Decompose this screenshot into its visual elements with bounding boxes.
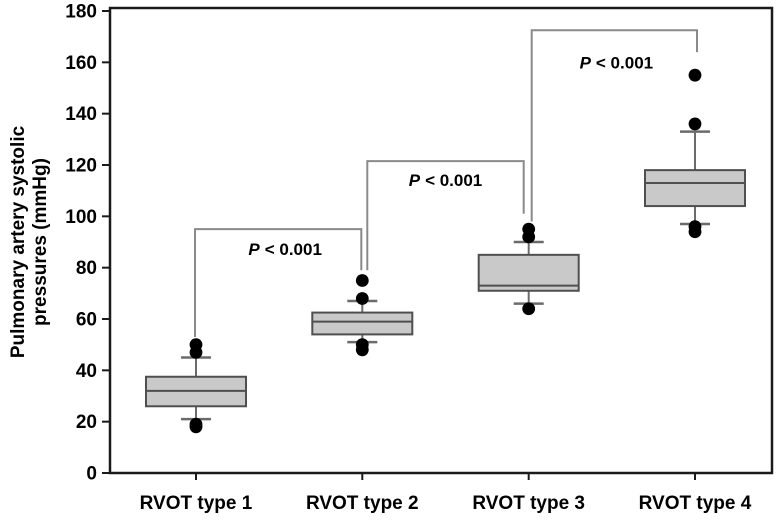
iqr-box bbox=[311, 311, 414, 336]
outlier-dot bbox=[189, 420, 203, 434]
y-axis-tick-label: 0 bbox=[86, 464, 97, 485]
y-axis-title-line1: Pulmonary artery systolic bbox=[8, 125, 29, 358]
p-value-label: P < 0.001 bbox=[409, 171, 483, 190]
p-value-label: P < 0.001 bbox=[580, 53, 654, 72]
p-value-label-value: < 0.001 bbox=[596, 53, 653, 72]
outlier-dot bbox=[688, 117, 702, 131]
y-axis-tick-label: 40 bbox=[76, 361, 97, 382]
p-value-label-symbol: P bbox=[409, 171, 421, 190]
x-axis-tick-label: RVOT type 1 bbox=[140, 493, 253, 514]
y-axis-tick-label: 80 bbox=[76, 258, 97, 279]
x-axis-tick-label: RVOT type 3 bbox=[472, 493, 585, 514]
p-value-label-symbol: P bbox=[580, 53, 592, 72]
outlier-dot bbox=[189, 345, 203, 359]
outlier-dot bbox=[355, 292, 369, 305]
box-group-rvot-type-4 bbox=[644, 68, 746, 239]
outlier-dot bbox=[355, 274, 369, 287]
y-axis-tick-label: 20 bbox=[76, 412, 97, 433]
box-group-rvot-type-3 bbox=[477, 222, 580, 316]
significance-bracket bbox=[530, 29, 698, 222]
plot-frame bbox=[108, 6, 774, 475]
box-group-rvot-type-1 bbox=[145, 338, 247, 434]
x-axis-tick-label: RVOT type 4 bbox=[639, 493, 752, 514]
y-axis-tick-label: 180 bbox=[65, 2, 97, 23]
outlier-dot bbox=[522, 302, 536, 316]
y-axis-tick-label: 120 bbox=[65, 156, 97, 177]
box-group-rvot-type-2 bbox=[311, 274, 414, 357]
outlier-dot bbox=[688, 68, 702, 82]
y-axis-title-line2: pressures (mmHg) bbox=[30, 158, 51, 326]
significance-bracket bbox=[194, 228, 363, 337]
outlier-dot bbox=[522, 230, 536, 244]
y-axis-tick-label: 140 bbox=[65, 104, 97, 125]
outlier-dot bbox=[688, 225, 702, 239]
y-axis-tick-label: 60 bbox=[76, 310, 97, 331]
p-value-label-value: < 0.001 bbox=[425, 171, 482, 190]
y-axis-tick-label: 100 bbox=[65, 207, 97, 228]
x-axis-tick-label: RVOT type 2 bbox=[306, 493, 419, 514]
outlier-dot bbox=[355, 343, 369, 357]
iqr-box bbox=[644, 169, 746, 208]
significance-bracket bbox=[366, 160, 525, 271]
p-value-label-symbol: P bbox=[248, 240, 260, 259]
p-value-label: P < 0.001 bbox=[248, 240, 322, 259]
y-axis-tick-label: 160 bbox=[65, 53, 97, 74]
p-value-label-value: < 0.001 bbox=[265, 240, 322, 259]
